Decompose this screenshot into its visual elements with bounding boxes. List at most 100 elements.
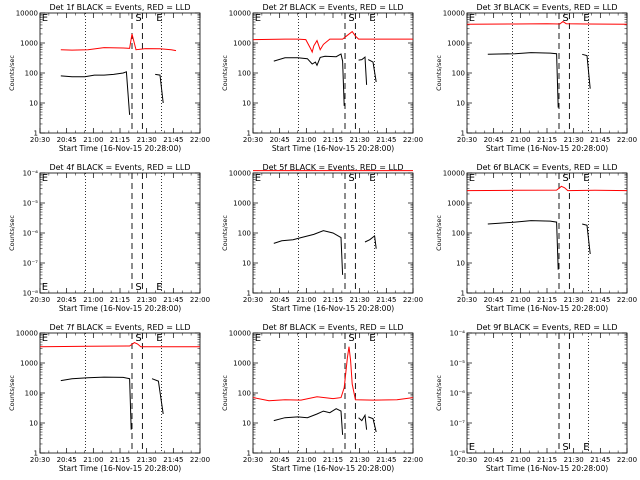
x-tick-label: 21:00 [510,456,530,464]
y-axis-label: Counts/sec [435,55,443,91]
x-tick-label: 21:30 [564,456,584,464]
x-tick-label: 20:30 [457,136,477,144]
x-tick-label: 21:30 [350,456,370,464]
detector-panel-2: Det 2f BLACK = Events, RED = LLD 1 10 100 10… [221,3,423,153]
x-tick-label: 21:30 [137,296,157,304]
x-axis-label: Start Time (16-Nov-15 20:28:00) [272,464,394,473]
x-axis-label: Start Time (16-Nov-15 20:28:00) [486,144,608,153]
y-tick-label: 1 [461,130,465,138]
x-tick-label: 20:30 [243,296,263,304]
y-tick-label: 1000 [233,40,251,48]
event-marker: E [156,13,162,24]
x-tick-label: 21:15 [323,456,343,464]
x-tick-label: 21:45 [590,136,610,144]
x-tick-label: 22:00 [190,136,210,144]
x-tick-label: 21:45 [376,456,396,464]
x-tick-label: 21:45 [163,456,183,464]
y-tick-label: 10⁻⁵ [450,360,466,368]
x-tick-label: 20:45 [270,136,290,144]
event-marker: E [469,442,475,453]
y-axis-label: Counts/sec [435,215,443,251]
y-tick-label: 1 [34,450,38,458]
y-tick-label: 10⁻⁷ [450,420,466,428]
event-marker: E [255,173,261,184]
event-marker: E [369,173,375,184]
event-marker: S [135,333,141,344]
x-axis-label: Start Time (16-Nov-15 20:28:00) [486,304,608,313]
event-marker: E [583,442,589,453]
detector-panel-5: Det 5f BLACK = Events, RED = LLD 1 10 100 10… [221,163,423,313]
y-tick-label: 1000 [447,40,465,48]
x-tick-label: 21:15 [323,296,343,304]
detector-panel-6: Det 6f BLACK = Events, RED = LLD 1 10 100 10… [435,163,637,313]
series-events-line [273,408,344,435]
x-tick-label: 20:30 [30,296,50,304]
x-tick-label: 21:45 [590,456,610,464]
x-axis-label: Start Time (16-Nov-15 20:28:00) [59,144,181,153]
x-tick-label: 21:30 [564,136,584,144]
event-marker: E [255,13,261,24]
y-tick-label: 10⁻⁵ [23,200,39,208]
event-marker: S [562,173,568,184]
x-tick-label: 21:15 [110,456,130,464]
x-tick-label: 22:00 [403,296,423,304]
series-events-line [367,59,377,83]
event-marker: E [42,282,48,293]
event-marker: E [583,13,589,24]
y-tick-label: 10000 [229,330,251,338]
panel-title: Det 3f BLACK = Events, RED = LLD [476,3,617,12]
event-marker: S [135,282,141,293]
x-tick-label: 21:00 [83,296,103,304]
event-marker: E [42,173,48,184]
x-tick-label: 21:45 [163,296,183,304]
plot-frame [252,332,414,454]
y-axis-label: Counts/sec [8,55,16,91]
plot-frame [39,172,201,294]
y-tick-label: 100 [238,230,251,238]
y-tick-label: 100 [238,390,251,398]
y-tick-label: 100 [25,390,38,398]
x-tick-label: 22:00 [617,296,637,304]
panel-title: Det 9f BLACK = Events, RED = LLD [476,323,617,332]
detector-panel-3: Det 3f BLACK = Events, RED = LLD 1 10 100 10… [435,3,637,153]
event-marker: E [156,333,162,344]
y-tick-label: 1 [247,450,251,458]
y-tick-label: 1 [247,130,251,138]
y-tick-label: 10⁻⁷ [23,260,39,268]
x-tick-label: 20:45 [484,296,504,304]
y-tick-label: 10000 [16,10,38,18]
event-marker: S [348,333,354,344]
event-marker: E [255,333,261,344]
x-tick-label: 21:30 [137,136,157,144]
detector-panel-1: Det 1f BLACK = Events, RED = LLD 1 10 100 10… [8,3,210,153]
y-tick-label: 10 [29,100,38,108]
x-tick-label: 21:00 [510,296,530,304]
series-lld-line [466,20,628,25]
x-tick-label: 22:00 [403,136,423,144]
event-marker: E [42,333,48,344]
y-tick-label: 1000 [233,200,251,208]
x-tick-label: 21:15 [537,296,557,304]
series-events-line [60,376,132,430]
x-axis-label: Start Time (16-Nov-15 20:28:00) [59,304,181,313]
detector-panel-4: Det 4f BLACK = Events, RED = LLD 10⁻⁸ 10⁻⁷… [8,163,210,313]
y-tick-label: 10⁻⁴ [450,330,466,338]
x-tick-label: 21:15 [537,456,557,464]
y-tick-label: 10 [29,420,38,428]
y-tick-label: 1000 [233,360,251,368]
x-tick-label: 21:15 [110,136,130,144]
event-marker: S [348,13,354,24]
panel-title: Det 4f BLACK = Events, RED = LLD [49,163,190,172]
y-axis-label: Counts/sec [8,375,16,411]
panel-title: Det 7f BLACK = Events, RED = LLD [49,323,190,332]
x-tick-label: 20:30 [243,456,263,464]
y-tick-label: 10⁻⁸ [23,290,39,298]
x-tick-label: 21:45 [376,296,396,304]
x-tick-label: 20:30 [30,136,50,144]
detector-panel-9: Det 9f BLACK = Events, RED = LLD 10⁻⁸ 10⁻⁷… [435,323,637,473]
series-events-line [273,230,344,275]
series-lld-line [39,342,200,348]
y-tick-label: 1 [247,290,251,298]
x-axis-label: Start Time (16-Nov-15 20:28:00) [59,464,181,473]
series-events-line [582,53,591,89]
